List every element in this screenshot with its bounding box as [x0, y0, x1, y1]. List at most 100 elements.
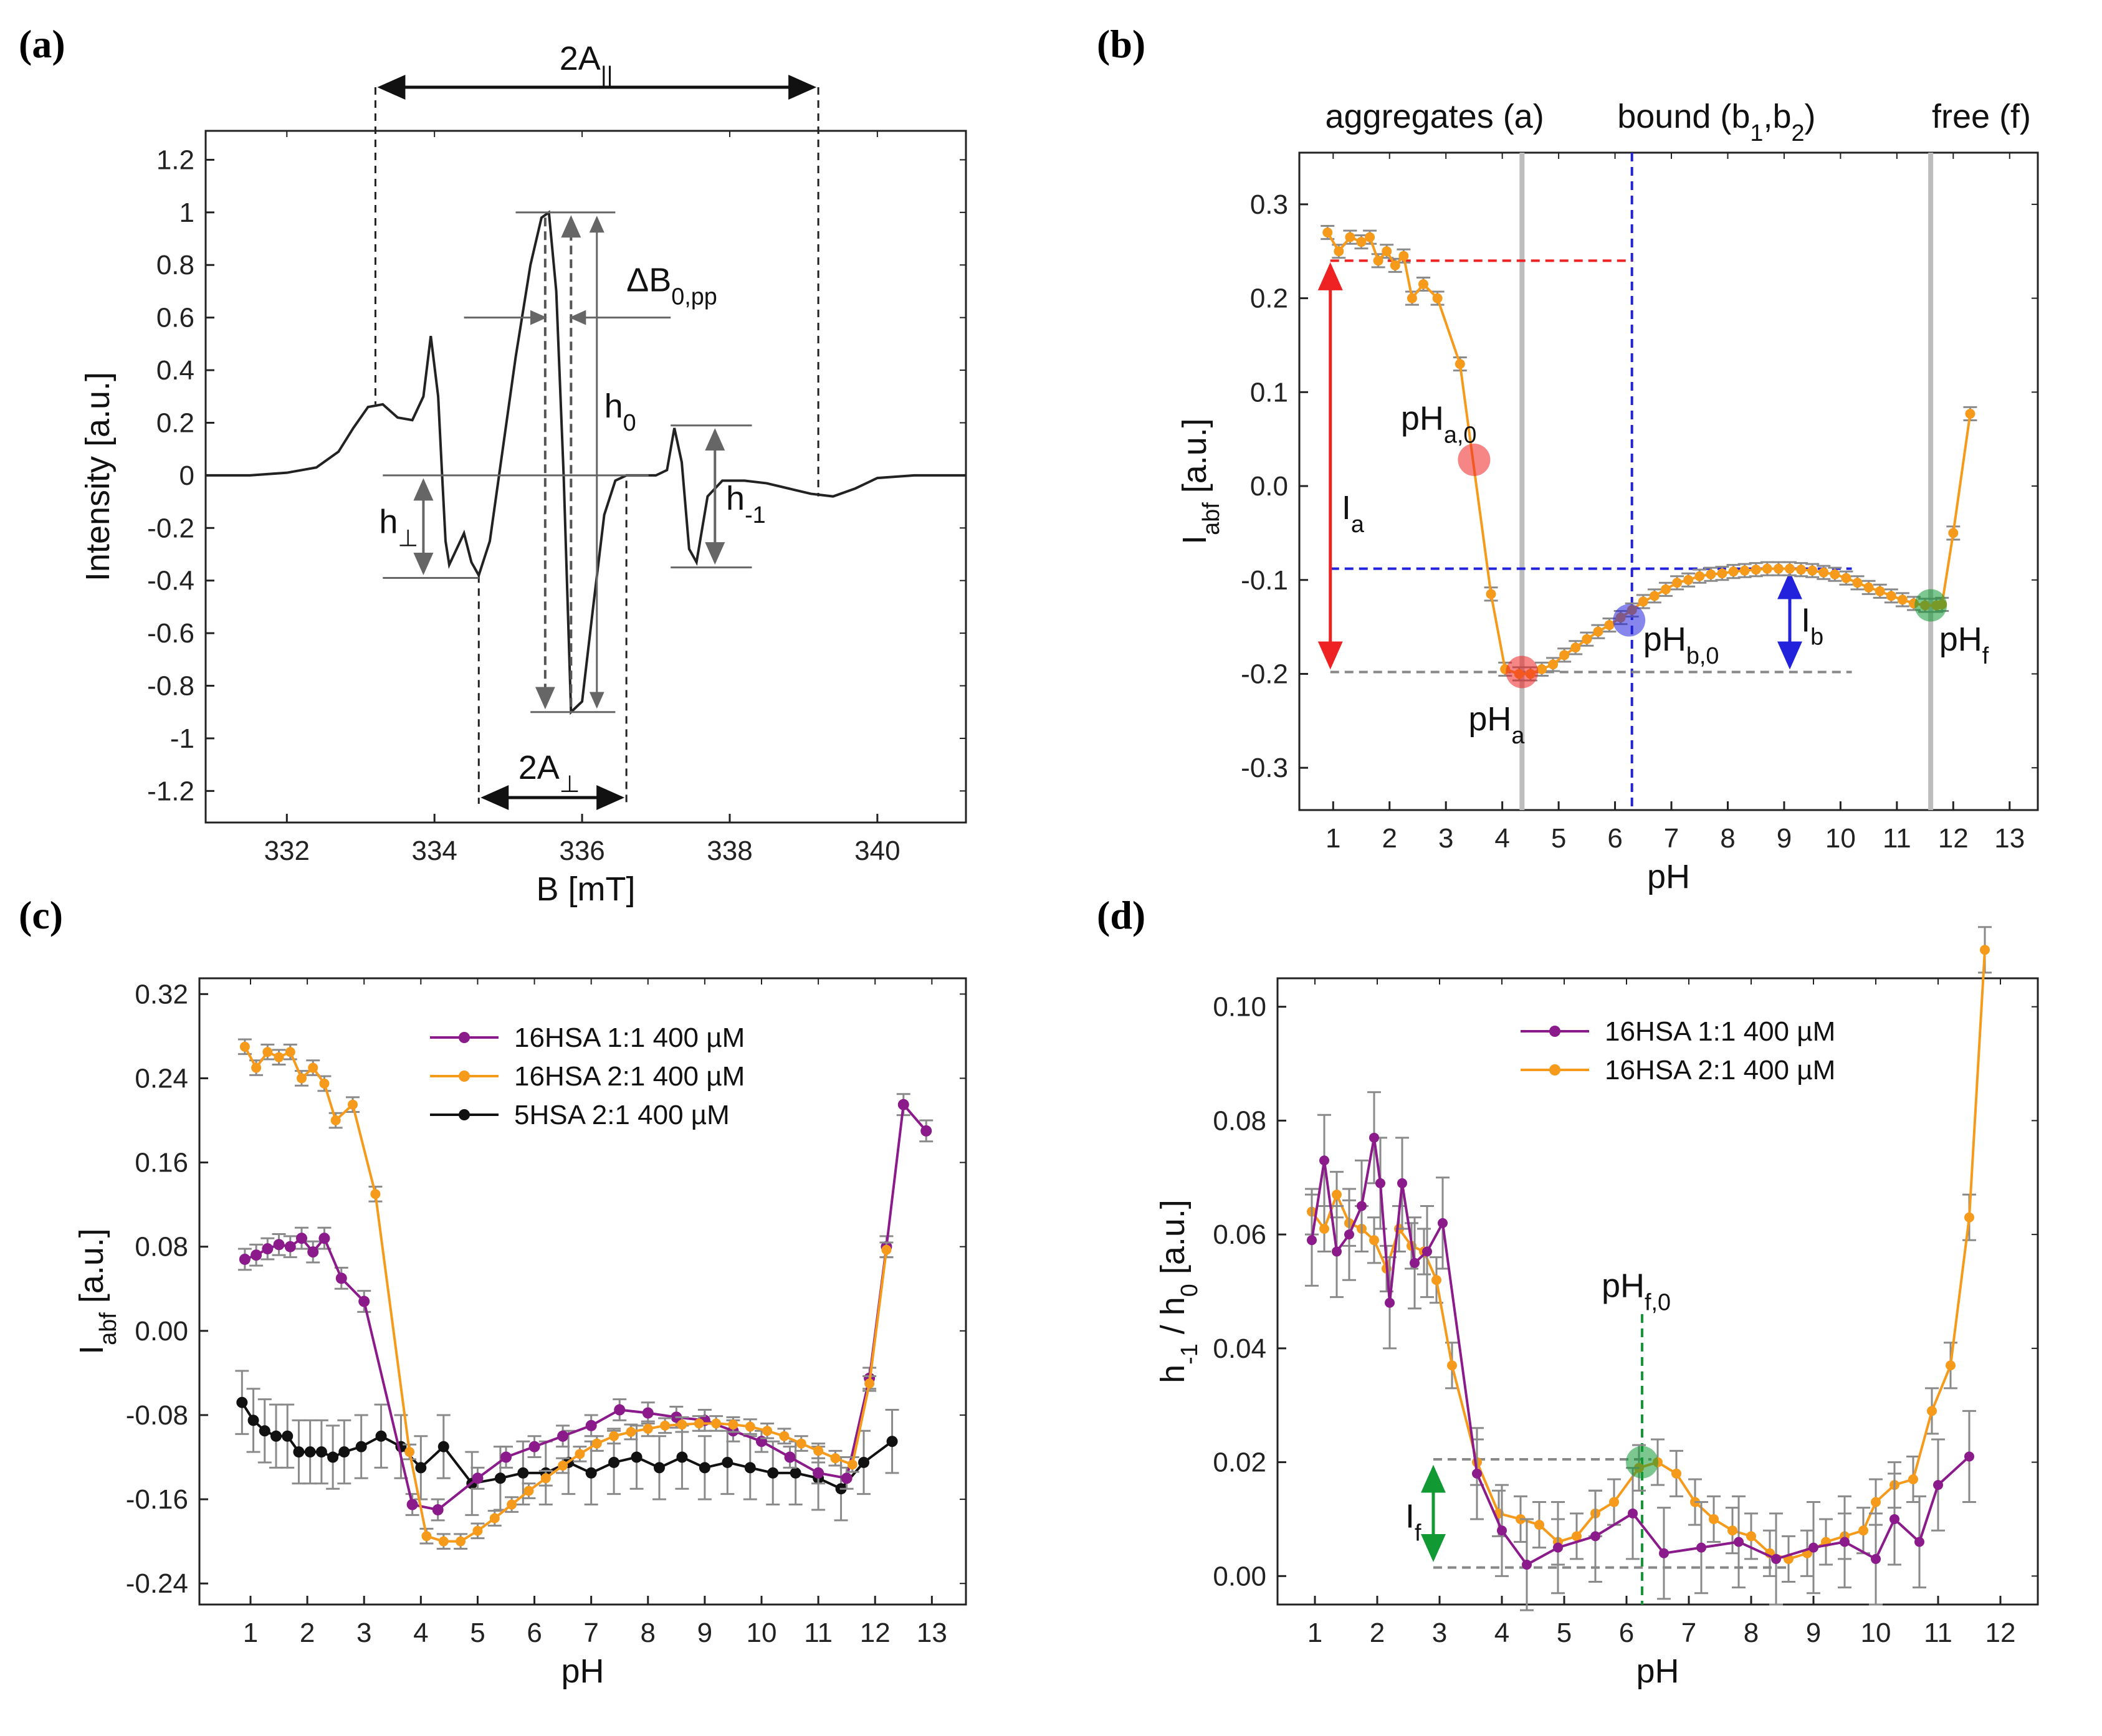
data-point [1486, 589, 1496, 599]
x-tick-label: 7 [1681, 1618, 1696, 1648]
data-point [1522, 1560, 1532, 1570]
data-point [1322, 227, 1333, 238]
data-point [767, 1467, 779, 1479]
x-tick-label: 12 [860, 1618, 891, 1648]
data-point [722, 1456, 733, 1468]
ib-label-part: I [1801, 602, 1810, 639]
legend-label: 16HSA 2:1 400 µM [1605, 1055, 1835, 1085]
pHa-marker [1506, 656, 1539, 689]
chart-c: 1 2 3 4 5 6 7 8 9 10 11 12 13-0.24-0.16-0.080.000.08… [73, 977, 967, 1690]
y-axis-label-part: abf [95, 1312, 122, 1345]
x-tick-label: 7 [583, 1618, 598, 1648]
x-tick-label: 11 [1924, 1618, 1952, 1648]
pHa0-marker [1458, 443, 1491, 476]
data-point [608, 1456, 620, 1468]
data-point [282, 1430, 294, 1442]
data-point [472, 1525, 483, 1536]
data-point [1852, 578, 1863, 588]
pHf0-marker [1626, 1446, 1658, 1479]
x-tick-label: 9 [1806, 1618, 1821, 1648]
data-point [1590, 1531, 1600, 1542]
x-tick-label: 8 [641, 1618, 656, 1648]
pHf0-label-part: pH [1602, 1267, 1645, 1305]
data-point [1739, 565, 1750, 576]
data-point [660, 1420, 671, 1431]
data-point [897, 1099, 909, 1110]
data-point [790, 1467, 801, 1479]
data-point [1398, 250, 1409, 261]
data-point [1455, 359, 1465, 370]
if-label-part: I [1405, 1498, 1415, 1535]
chart-d: 1 2 3 4 5 6 7 8 9 10 11 120.000.020.040.060.080.10p… [1154, 926, 2039, 1690]
y-axis-label-part: / h [1154, 1297, 1192, 1343]
data-point [784, 1451, 796, 1463]
x-tick-label: 6 [1619, 1618, 1634, 1648]
h-minus1-label: h-1 [726, 480, 766, 528]
data-point [585, 1419, 597, 1431]
y-tick-label: -0.2 [1241, 659, 1288, 689]
data-point [1410, 1257, 1420, 1268]
y-axis-label-part: [a.u.] [73, 1228, 110, 1312]
delta-b-label-part: 0,pp [671, 284, 717, 310]
ib-label: Ib [1801, 602, 1823, 651]
data-point [284, 1241, 296, 1252]
data-point [262, 1243, 274, 1255]
data-point [1628, 1508, 1638, 1519]
pHf-label: pHf [1939, 621, 1989, 669]
region-label: aggregates (a) [1325, 98, 1544, 135]
data-point [304, 1446, 316, 1458]
data-point [779, 1431, 790, 1441]
y-tick-label: 0.08 [135, 1232, 188, 1262]
data-point [1771, 1553, 1781, 1564]
data-point [1818, 567, 1829, 578]
ia-label: Ia [1342, 489, 1365, 538]
data-point [711, 1418, 722, 1429]
data-point [609, 1431, 619, 1441]
x-tick-label: 338 [707, 836, 752, 866]
data-point [1751, 565, 1761, 575]
data-point [1841, 573, 1851, 583]
data-point [1871, 1553, 1881, 1564]
legend-label: 16HSA 1:1 400 µM [514, 1023, 745, 1053]
data-point [1385, 1297, 1395, 1308]
if-label-part: f [1415, 1520, 1421, 1547]
data-point [1365, 232, 1375, 242]
h0-label-part: h [604, 388, 623, 425]
y-tick-label: 0.0 [1250, 471, 1288, 502]
x-tick-label: 3 [356, 1618, 371, 1648]
pHb0-label-part: pH [1643, 621, 1686, 658]
data-point [1965, 408, 1975, 419]
data-point [728, 1419, 738, 1430]
data-point [327, 1451, 339, 1463]
data-point [1422, 1246, 1432, 1257]
panel-label-a: (a) [19, 22, 65, 66]
y-axis-label: Iabf [a.u.] [73, 1228, 122, 1355]
data-point [406, 1499, 418, 1510]
data-point [274, 1052, 284, 1062]
data-point [744, 1462, 756, 1474]
data-point [1694, 571, 1705, 581]
data-point [1964, 1451, 1974, 1462]
data-point [1369, 1235, 1379, 1246]
plot-frame [1298, 151, 2039, 811]
x-tick-label: 10 [1861, 1618, 1891, 1648]
data-point [523, 1486, 534, 1496]
data-point [1553, 1542, 1563, 1553]
data-point [1706, 569, 1716, 579]
x-tick-label: 340 [854, 836, 900, 866]
y-tick-label: 0.08 [1213, 1105, 1266, 1136]
h-minus1-label-part: h [726, 480, 745, 517]
data-point [273, 1239, 285, 1251]
data-point [375, 1430, 387, 1442]
data-point [319, 1078, 330, 1089]
data-point [1536, 664, 1547, 674]
data-point [438, 1536, 449, 1547]
data-point [1660, 584, 1671, 594]
data-point [813, 1446, 824, 1456]
x-tick-label: 12 [1985, 1618, 2016, 1648]
y-axis-label-part: -1 [1177, 1343, 1203, 1365]
x-tick-label: 13 [1994, 823, 2025, 854]
data-point [864, 1378, 875, 1389]
data-point [1375, 1178, 1385, 1188]
data-point [558, 1461, 568, 1471]
